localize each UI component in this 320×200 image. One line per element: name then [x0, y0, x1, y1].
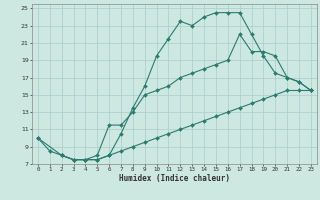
X-axis label: Humidex (Indice chaleur): Humidex (Indice chaleur): [119, 174, 230, 183]
